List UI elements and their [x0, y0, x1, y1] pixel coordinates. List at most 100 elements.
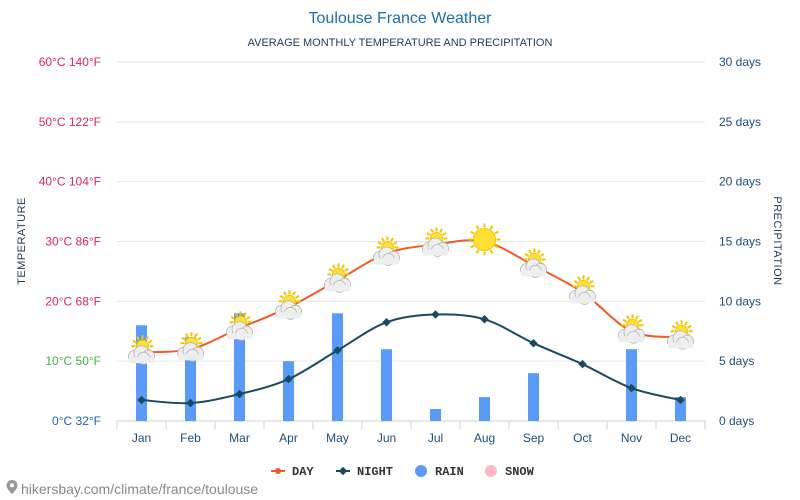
sun-ray [185, 333, 189, 338]
sun-ray [586, 276, 590, 281]
legend-label: NIGHT [357, 465, 393, 479]
x-tick-label: Sep [523, 431, 545, 445]
sun-ray [577, 276, 581, 281]
sun-ray [246, 315, 251, 320]
chart-subtitle: AVERAGE MONTHLY TEMPERATURE AND PRECIPIT… [248, 37, 553, 49]
legend: DAY NIGHT RAIN SNOW [271, 465, 535, 479]
rain-bar [381, 349, 392, 421]
partly-cloudy-icon [569, 275, 596, 305]
sun-ray [528, 249, 532, 254]
legend-dot-marker [275, 468, 281, 474]
rain-bar [479, 397, 490, 421]
rain-bar [234, 313, 245, 421]
night-point [431, 310, 440, 319]
sun-ray [393, 241, 398, 245]
x-tick-label: Oct [573, 431, 592, 445]
legend-circle-marker [485, 465, 497, 477]
sun-ray [132, 339, 137, 344]
partly-cloudy-icon [128, 335, 155, 365]
sun-ray [626, 315, 630, 320]
night-point [235, 389, 244, 399]
y-right-tick-label: 20 days [719, 175, 761, 189]
x-tick-label: Mar [229, 431, 250, 445]
sun-ray [181, 336, 186, 341]
y-axis-right-label: PRECIPITATION [771, 196, 783, 285]
y-right-tick-label: 0 days [719, 414, 754, 428]
night-line [141, 313, 681, 405]
night-point [333, 346, 342, 355]
partly-cloudy-icon [275, 290, 302, 320]
night-point [529, 338, 538, 348]
sun-ray [489, 225, 494, 230]
rain-bars [136, 313, 686, 421]
cloud-base [275, 312, 302, 319]
source-link[interactable]: hikersbay.com/climate/france/toulouse [6, 480, 259, 497]
sun-ray [381, 237, 385, 242]
sun-ray [475, 225, 480, 230]
sun-ray [494, 244, 499, 249]
x-tick-label: Feb [180, 431, 201, 445]
sun-ray [148, 339, 153, 344]
rain-bar [332, 313, 343, 421]
source-text[interactable]: hikersbay.com/climate/france/toulouse [21, 481, 258, 497]
sun-disc [473, 228, 496, 251]
y-left-tick-label: 10°C 50°F [45, 354, 101, 368]
y-left-tick-label: 30°C 86°F [45, 235, 101, 249]
cloud-base [373, 258, 400, 265]
cloud-base [324, 285, 351, 292]
cloud-base [569, 297, 596, 304]
sun-ray [243, 312, 247, 317]
sun-ray [328, 268, 333, 272]
partly-cloudy-icon [177, 332, 204, 362]
x-tick-label: Dec [670, 431, 691, 445]
sun-ray [573, 279, 578, 284]
chart-title: Toulouse France Weather [309, 10, 493, 27]
cloud-base [128, 357, 155, 364]
legend-label: RAIN [435, 465, 464, 479]
sun-ray [234, 312, 238, 317]
x-tick-label: May [326, 431, 349, 445]
sun-ray [136, 336, 140, 341]
cloud-base [667, 342, 694, 349]
sun-ray [687, 324, 692, 329]
cloud-base [520, 270, 547, 277]
sun-ray [675, 321, 679, 326]
x-tick-label: Aug [474, 431, 495, 445]
temperature-lines [137, 239, 685, 408]
rain-bar [675, 397, 686, 421]
sun-ray [283, 291, 287, 296]
sun-ray [341, 264, 345, 269]
sun-ray [589, 279, 594, 284]
day-line [141, 239, 681, 354]
sun-ray [635, 315, 639, 320]
night-point [382, 318, 391, 327]
partly-cloudy-icon [373, 236, 400, 266]
legend-circle-marker [415, 465, 427, 477]
sun-ray [197, 336, 202, 341]
night-point [137, 395, 146, 405]
y-left-tick-label: 20°C 68°F [45, 294, 101, 308]
sun-icon [468, 223, 501, 256]
x-tick-label: Nov [621, 431, 642, 445]
legend-label: SNOW [505, 465, 535, 479]
y-right-tick-label: 30 days [719, 55, 761, 69]
legend-label: DAY [292, 465, 314, 479]
y-left-tick-label: 40°C 104°F [39, 175, 101, 189]
weather-icons [128, 223, 694, 365]
sun-ray [377, 241, 382, 245]
sun-ray [292, 291, 296, 296]
rain-bar [185, 337, 196, 421]
night-point [480, 315, 489, 324]
sun-ray [344, 268, 349, 272]
sun-ray [489, 249, 494, 254]
sun-ray [230, 315, 235, 320]
sun-ray [622, 318, 627, 323]
sun-ray [494, 230, 499, 235]
partly-cloudy-icon [422, 227, 449, 257]
sun-ray [426, 232, 431, 236]
rain-bar [430, 409, 441, 421]
sun-ray [684, 321, 688, 326]
legend-diamond-marker [338, 466, 348, 476]
